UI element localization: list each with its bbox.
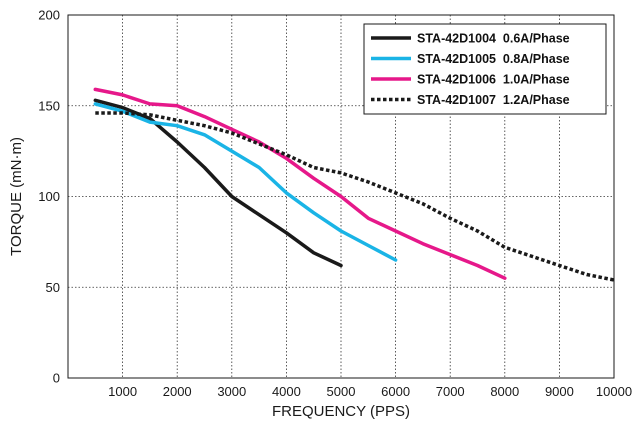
y-tick-label: 100 [38,189,60,204]
y-axis-title: TORQUE (mN·m) [8,137,25,256]
x-tick-label: 10000 [596,384,632,399]
x-tick-label: 6000 [381,384,410,399]
series-line-4 [95,111,615,282]
y-tick-label: 0 [53,371,60,386]
legend: STA-42D1004 0.6A/Phase STA-42D1005 0.8A/P… [363,23,607,115]
x-tick-label: 4000 [272,384,301,399]
y-tick-labels: 0 50 100 150 200 [38,8,60,386]
series-line-3 [93,87,507,280]
x-axis-title: FREQUENCY (PPS) [272,403,410,420]
legend-label-3: STA-42D1006 1.0A/Phase [417,73,570,87]
legend-label-1: STA-42D1004 0.6A/Phase [417,32,570,46]
y-tick-label: 150 [38,98,60,113]
x-tick-label: 7000 [436,384,465,399]
series-line-1 [93,98,343,268]
y-tick-label: 200 [38,8,60,23]
series-lines [93,87,615,282]
plot-frame [67,14,615,379]
x-tick-label: 2000 [163,384,192,399]
x-tick-labels: 1000 2000 3000 4000 5000 6000 7000 8000 9000 1000… [108,384,632,399]
legend-label-2: STA-42D1005 0.8A/Phase [417,52,570,66]
x-tick-label: 1000 [108,384,137,399]
series-line-2 [93,102,398,262]
x-tick-label: 8000 [490,384,519,399]
x-tick-label: 9000 [545,384,574,399]
y-tick-label: 50 [46,280,60,295]
legend-label-4: STA-42D1007 1.2A/Phase [417,93,570,107]
x-tick-label: 3000 [217,384,246,399]
x-tick-label: 5000 [327,384,356,399]
